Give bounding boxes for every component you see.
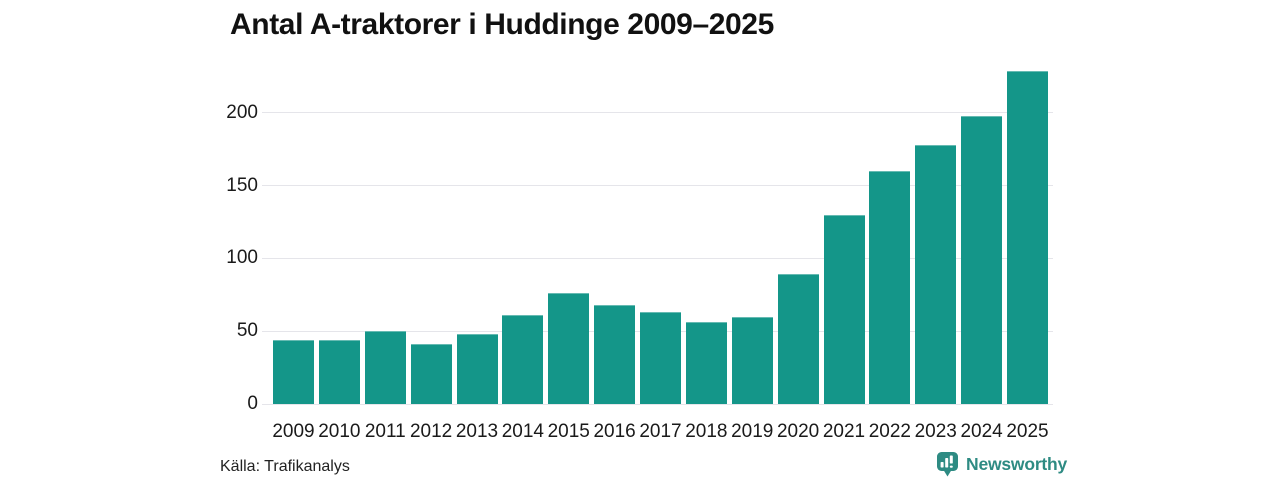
x-tick-label-2022: 2022 xyxy=(868,421,912,442)
newsworthy-wordmark: Newsworthy xyxy=(966,453,1068,474)
x-tick-label-2019: 2019 xyxy=(731,421,774,442)
bar-2018 xyxy=(685,322,727,404)
x-tick-label-2014: 2014 xyxy=(501,421,545,442)
x-tick-label-2017: 2017 xyxy=(639,421,682,442)
bar-2017 xyxy=(640,312,681,404)
y-tick-label-0: 0 xyxy=(247,393,258,414)
x-tick-label-2025: 2025 xyxy=(1006,421,1049,442)
chart-title: Antal A-traktorer i Huddinge 2009–2025 xyxy=(230,8,774,41)
bar-2014 xyxy=(502,315,544,404)
bar-2010 xyxy=(318,339,360,404)
gridline-200 xyxy=(262,112,1053,114)
x-tick-label-2012: 2012 xyxy=(409,421,453,442)
newsworthy-logo: Newsworthy xyxy=(936,451,1067,477)
x-tick-label-2020: 2020 xyxy=(776,421,820,442)
bar-2021 xyxy=(823,214,865,404)
gridline-150 xyxy=(262,185,1053,187)
bar-2013 xyxy=(456,334,498,404)
y-tick-label-150: 150 xyxy=(226,174,258,196)
bar-2011 xyxy=(364,331,406,404)
source-note: Källa: Trafikanalys xyxy=(220,458,350,475)
x-tick-label-2016: 2016 xyxy=(593,421,636,442)
y-tick-label-100: 100 xyxy=(226,247,258,269)
bar-2019 xyxy=(731,316,773,404)
x-tick-label-2011: 2011 xyxy=(364,421,406,442)
bar-2025 xyxy=(1007,70,1048,404)
x-tick-label-2010: 2010 xyxy=(318,421,361,442)
x-tick-label-2018: 2018 xyxy=(685,421,728,442)
gridline-100 xyxy=(262,257,1053,259)
bar-2024 xyxy=(961,115,1003,404)
bar-2023 xyxy=(915,144,957,404)
x-tick-label-2024: 2024 xyxy=(960,421,1003,442)
x-tick-label-2023: 2023 xyxy=(914,421,957,442)
x-tick-label-2013: 2013 xyxy=(455,421,499,442)
gridline-0 xyxy=(262,403,1053,405)
y-tick-label-200: 200 xyxy=(226,101,258,123)
x-tick-label-2015: 2015 xyxy=(547,421,590,442)
y-tick-label-50: 50 xyxy=(236,320,258,342)
bar-2009 xyxy=(273,339,314,404)
bar-2022 xyxy=(869,171,911,404)
bar-chart-speech-bubble-icon xyxy=(936,451,959,477)
bar-2015 xyxy=(548,293,590,404)
bar-2016 xyxy=(594,304,636,404)
bar-2012 xyxy=(410,344,452,404)
x-tick-label-2021: 2021 xyxy=(822,421,866,442)
x-tick-label-2009: 2009 xyxy=(272,421,315,442)
bar-2020 xyxy=(777,274,819,404)
